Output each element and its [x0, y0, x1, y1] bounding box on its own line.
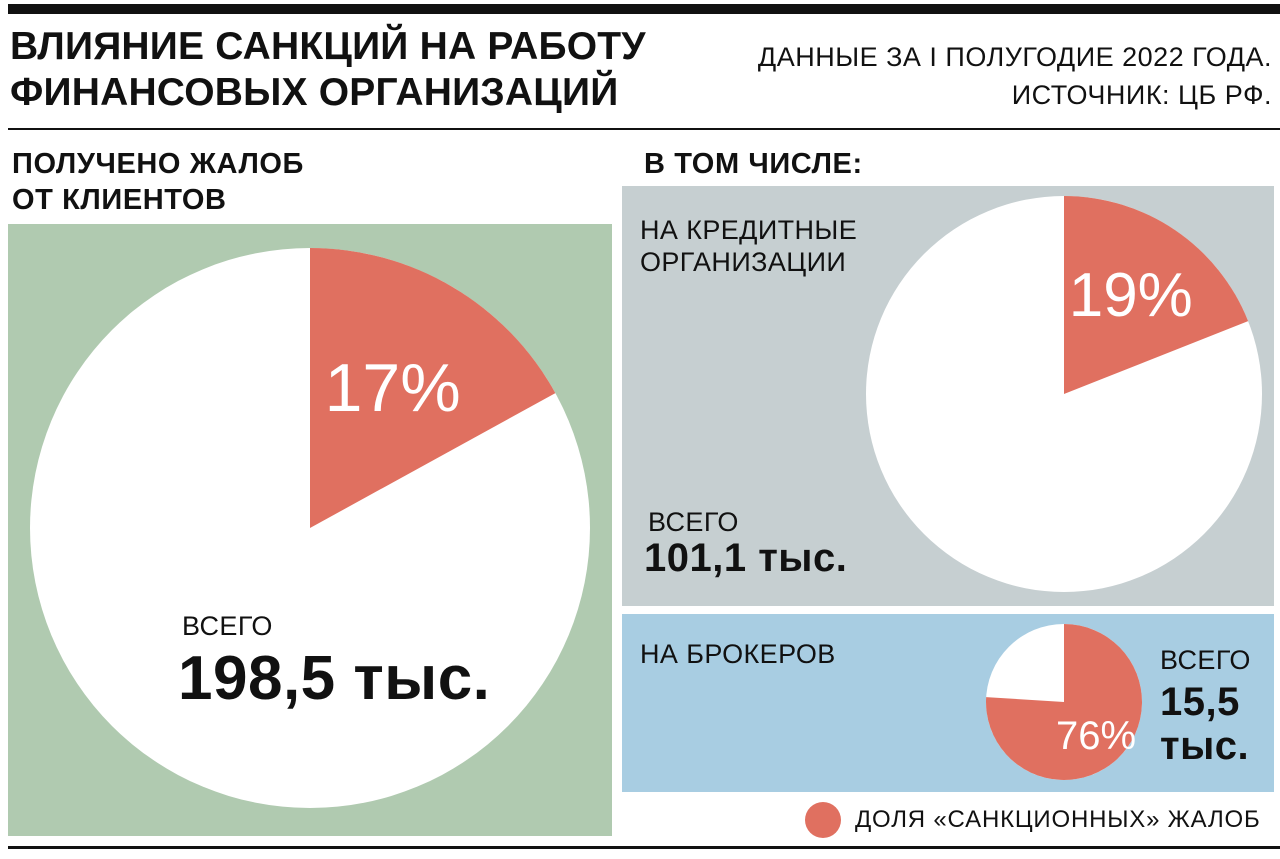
title-line-1: ВЛИЯНИЕ САНКЦИЙ НА РАБОТУ — [10, 25, 646, 68]
credit-orgs-pie: 19% — [866, 196, 1262, 592]
credit-pct-label: 19% — [1069, 261, 1193, 330]
credit-orgs-total-label: ВСЕГО — [648, 507, 739, 537]
source-line-2: ИСТОЧНИК: ЦБ РФ. — [1011, 80, 1272, 110]
legend: ДОЛЯ «САНКЦИОННЫХ» ЖАЛОБ — [805, 800, 1261, 840]
total-complaints-pie: 17% — [30, 248, 590, 808]
source-line-1: ДАННЫЕ ЗА I ПОЛУГОДИЕ 2022 ГОДА. — [757, 42, 1272, 72]
brokers-panel — [622, 614, 1274, 792]
complaints-heading-line-2: ОТ КЛИЕНТОВ — [12, 184, 227, 216]
bottom-rule — [8, 846, 1280, 849]
total-value: 198,5 тыс. — [178, 644, 491, 713]
legend-swatch — [805, 802, 841, 838]
total-label: ВСЕГО — [182, 611, 273, 641]
top-rule — [8, 4, 1280, 14]
page-title: ВЛИЯНИЕ САНКЦИЙ НА РАБОТУ ФИНАНСОВЫХ ОРГ… — [10, 24, 690, 116]
credit-orgs-total-value: 101,1 тыс. — [644, 536, 848, 580]
credit-orgs-label: НА КРЕДИТНЫЕ ОРГАНИЗАЦИИ — [640, 214, 857, 278]
brokers-total-value: 15,5 тыс. — [1160, 680, 1249, 768]
brokers-total-value-line-1: 15,5 — [1160, 680, 1240, 724]
credit-orgs-label-line-2: ОРГАНИЗАЦИИ — [640, 247, 847, 277]
complaints-heading: ПОЛУЧЕНО ЖАЛОБ ОТ КЛИЕНТОВ — [12, 146, 304, 218]
total-slice-sanction — [310, 248, 556, 528]
credit-slice-sanction — [1064, 196, 1249, 394]
title-line-2: ФИНАНСОВЫХ ОРГАНИЗАЦИЙ — [10, 71, 619, 114]
source-note: ДАННЫЕ ЗА I ПОЛУГОДИЕ 2022 ГОДА. ИСТОЧНИ… — [672, 38, 1272, 114]
complaints-heading-line-1: ПОЛУЧЕНО ЖАЛОБ — [12, 148, 304, 180]
credit-orgs-label-line-1: НА КРЕДИТНЫЕ — [640, 215, 858, 245]
brokers-label: НА БРОКЕРОВ — [640, 639, 836, 669]
breakdown-heading: В ТОМ ЧИСЛЕ: — [644, 148, 863, 180]
brokers-total-label: ВСЕГО — [1160, 645, 1251, 675]
brokers-total-value-line-2: тыс. — [1160, 724, 1250, 768]
legend-label: ДОЛЯ «САНКЦИОННЫХ» ЖАЛОБ — [855, 806, 1261, 833]
header-rule — [8, 128, 1280, 130]
brokers-slice-sanction — [986, 624, 1142, 780]
brokers-pct-label: 76% — [1056, 714, 1136, 758]
total-pct-label: 17% — [325, 350, 461, 426]
brokers-pie: 76% — [986, 624, 1142, 780]
